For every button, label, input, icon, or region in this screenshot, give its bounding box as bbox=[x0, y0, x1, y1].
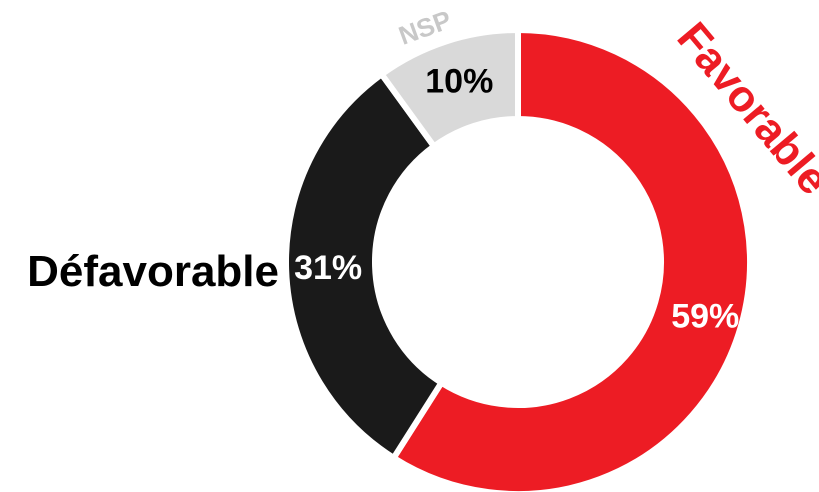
slice-dfavorable bbox=[283, 70, 446, 463]
slice-value-nsp: 10% bbox=[425, 62, 493, 100]
slice-value-dfavorable: 31% bbox=[294, 249, 362, 287]
donut-slices bbox=[283, 26, 753, 492]
slice-favorable bbox=[389, 26, 753, 492]
slice-nsp bbox=[377, 26, 521, 151]
slice-value-labels: 59% 31% 10% bbox=[294, 62, 739, 335]
slice-value-favorable: 59% bbox=[671, 297, 739, 335]
slice-label-defavorable: Défavorable bbox=[27, 247, 279, 296]
